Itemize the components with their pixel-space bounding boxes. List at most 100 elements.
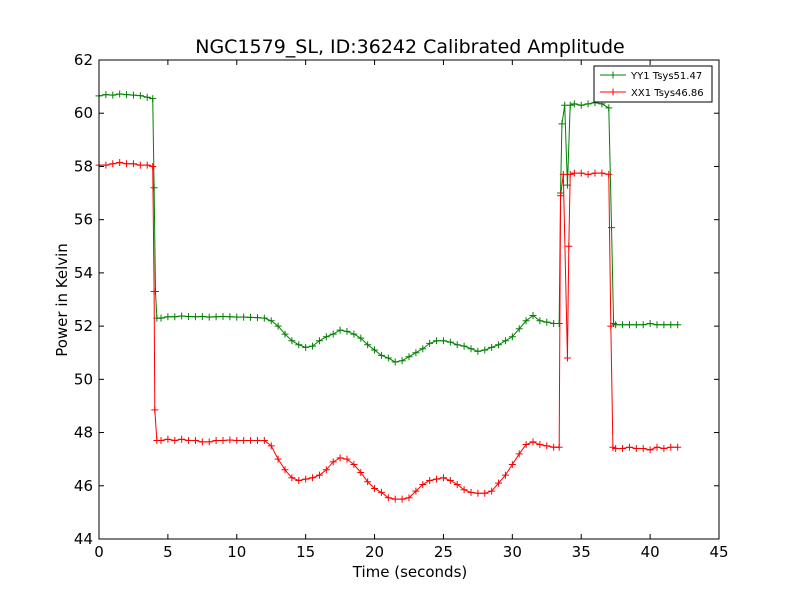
y-tick-label: 60 (74, 104, 93, 122)
data-point-marker (674, 443, 682, 451)
data-point-marker (171, 313, 179, 321)
data-point-marker (625, 443, 633, 451)
y-tick-label: 54 (74, 264, 93, 282)
data-point-marker (619, 445, 627, 453)
data-point-marker (543, 318, 551, 326)
data-point-marker (267, 317, 275, 325)
data-point-marker (426, 476, 434, 484)
data-point-marker (398, 495, 406, 503)
data-point-marker (212, 313, 220, 321)
data-point-marker (536, 317, 544, 325)
legend-swatch-marker (609, 71, 617, 79)
data-point-marker (151, 406, 159, 414)
data-point-marker (612, 321, 620, 329)
data-point-marker (150, 288, 158, 296)
data-point-marker (508, 460, 516, 468)
data-point-marker (150, 184, 158, 192)
y-tick-label: 56 (74, 211, 93, 229)
x-tick-label: 25 (434, 543, 453, 561)
data-point-marker (384, 354, 392, 362)
data-point-marker (281, 466, 289, 474)
data-point-marker (460, 486, 468, 494)
data-point-marker (329, 330, 337, 338)
data-point-marker (253, 314, 261, 322)
data-point-marker (488, 343, 496, 351)
data-point-marker (377, 351, 385, 359)
data-point-marker (565, 242, 573, 250)
data-point-marker (632, 321, 640, 329)
legend-entry-label: XX1 Tsys46.86 (631, 88, 704, 99)
data-point-marker (543, 442, 551, 450)
data-point-marker (559, 170, 567, 178)
data-point-marker (143, 93, 151, 101)
data-point-marker (488, 487, 496, 495)
plot-frame (98, 59, 720, 540)
data-point-marker (219, 313, 227, 321)
data-point-marker (129, 160, 137, 168)
legend-swatch-marker (609, 88, 617, 96)
data-point-marker (185, 313, 193, 321)
data-point-marker (660, 445, 668, 453)
data-point-marker (646, 446, 654, 454)
data-point-marker (607, 322, 615, 330)
data-point-marker (247, 437, 255, 445)
data-point-marker (233, 313, 241, 321)
data-point-marker (164, 435, 172, 443)
data-point-marker (495, 479, 503, 487)
data-point-marker (667, 321, 675, 329)
data-point-marker (205, 438, 213, 446)
data-point-marker (240, 437, 248, 445)
data-point-marker (555, 319, 563, 327)
data-point-marker (433, 337, 441, 345)
data-point-marker (198, 438, 206, 446)
data-point-marker (123, 91, 131, 99)
series-layer (95, 90, 682, 503)
data-point-marker (667, 443, 675, 451)
data-point-marker (612, 445, 620, 453)
legend-box (593, 65, 713, 103)
data-point-marker (102, 91, 110, 99)
data-point-marker (467, 488, 475, 496)
data-point-marker (198, 313, 206, 321)
data-point-marker (598, 169, 606, 177)
data-point-marker (570, 100, 578, 108)
data-point-marker (446, 338, 454, 346)
data-point-marker (405, 494, 413, 502)
data-point-marker (233, 437, 241, 445)
data-point-marker (605, 104, 613, 112)
data-point-marker (460, 342, 468, 350)
data-point-marker (350, 330, 358, 338)
y-tick-label: 44 (74, 530, 93, 548)
chart-title: NGC1579_SL, ID:36242 Calibrated Amplitud… (195, 36, 625, 58)
data-point-marker (357, 334, 365, 342)
data-point-marker (226, 313, 234, 321)
data-point-marker (205, 313, 213, 321)
data-point-marker (136, 92, 144, 100)
data-point-marker (315, 471, 323, 479)
data-point-marker (515, 450, 523, 458)
data-point-marker (157, 314, 165, 322)
data-point-marker (584, 170, 592, 178)
data-point-marker (508, 333, 516, 341)
data-point-marker (419, 345, 427, 353)
data-point-marker (357, 468, 365, 476)
data-point-marker (343, 327, 351, 335)
data-point-marker (639, 445, 647, 453)
data-point-marker (515, 325, 523, 333)
data-point-marker (453, 480, 461, 488)
data-point-marker (529, 438, 537, 446)
data-point-marker (481, 346, 489, 354)
x-tick-label: 20 (365, 543, 384, 561)
data-point-marker (309, 474, 317, 482)
data-point-marker (116, 90, 124, 98)
data-point-marker (171, 437, 179, 445)
x-tick-label: 45 (709, 543, 728, 561)
data-point-marker (653, 321, 661, 329)
data-point-marker (405, 353, 413, 361)
data-point-marker (109, 160, 117, 168)
data-point-marker (398, 357, 406, 365)
data-point-marker (584, 100, 592, 108)
x-tick-label: 30 (503, 543, 522, 561)
data-point-marker (260, 314, 268, 322)
